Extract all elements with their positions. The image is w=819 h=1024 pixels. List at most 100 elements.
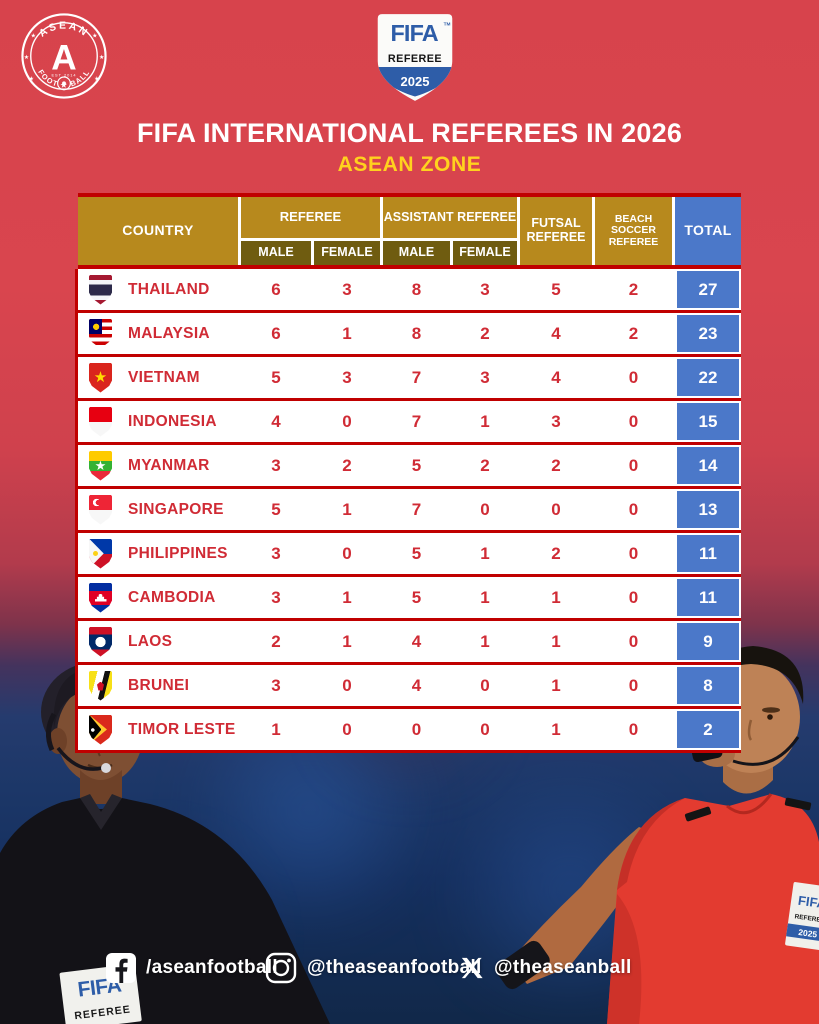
table-row-philippines: PHILIPPINES 3 0 5 1 2 0 11 <box>78 533 741 577</box>
beach-soccer-value: 0 <box>628 455 639 475</box>
futsal-value: 4 <box>551 367 561 387</box>
column-header-futsal-referee: FUTSAL REFEREE <box>520 197 592 265</box>
country-name: TIMOR LESTE <box>128 720 236 738</box>
beach-soccer-value: 0 <box>628 543 639 563</box>
column-header-country: COUNTRY <box>78 197 238 265</box>
star-icon: ★ <box>92 32 97 39</box>
beach-soccer-value: 0 <box>628 675 639 695</box>
referee-female-value: 0 <box>342 411 352 431</box>
social-footer: /aseanfootball @theaseanfootball @thease… <box>0 952 819 988</box>
table-row-cambodia: CAMBODIA 3 1 5 1 1 0 11 <box>78 577 741 621</box>
referee-photo-right: FIFA REFEREE 2025 <box>496 646 819 1024</box>
country-name: LAOS <box>128 632 173 650</box>
singapore-flag-icon <box>87 492 114 527</box>
instagram-handle: @theaseanfootball <box>265 952 482 984</box>
assistant-female-value: 3 <box>480 367 490 387</box>
country-name: MALAYSIA <box>128 324 210 342</box>
fifa-badge-year: 2025 <box>401 74 430 89</box>
philippines-flag-icon <box>87 536 114 571</box>
referee-male-value: 3 <box>271 587 281 607</box>
table-row-brunei: BRUNEI 3 0 4 0 1 0 8 <box>78 665 741 709</box>
assistant-female-value: 1 <box>480 587 490 607</box>
referee-male-value: 4 <box>271 411 281 431</box>
table-top-border <box>78 193 741 197</box>
table-row-indonesia: INDONESIA 4 0 7 1 3 0 15 <box>78 401 741 445</box>
instagram-icon <box>265 952 297 984</box>
assistant-male-value: 5 <box>411 587 422 607</box>
malaysia-flag-icon <box>87 316 114 351</box>
referee-female-value: 1 <box>342 631 352 651</box>
column-header-beach-soccer-referee: BEACH SOCCER REFEREE <box>595 197 672 265</box>
asean-logo-letter: A <box>51 39 76 78</box>
referees-table: COUNTRY REFEREE ASSISTANT REFEREE FUTSAL… <box>75 193 741 753</box>
assistant-female-value: 1 <box>480 543 490 563</box>
column-header-referee: REFEREE <box>241 197 380 238</box>
indonesia-flag-icon <box>87 404 114 439</box>
country-name: BRUNEI <box>128 676 190 694</box>
country-name: PHILIPPINES <box>128 544 228 562</box>
asean-logo-top-text: ASEAN <box>37 21 88 40</box>
thailand-flag-icon <box>87 272 114 307</box>
facebook-handle: /aseanfootball <box>106 952 278 984</box>
table-row-myanmar: MYANMAR 3 2 5 2 2 0 14 <box>78 445 741 489</box>
table-row-malaysia: MALAYSIA 6 1 8 2 4 2 23 <box>78 313 741 357</box>
beach-soccer-value: 0 <box>628 631 639 651</box>
assistant-male-value: 8 <box>411 323 422 343</box>
total-value: 22 <box>675 357 741 398</box>
beach-soccer-value: 2 <box>628 323 639 343</box>
football-icon <box>57 76 71 91</box>
column-header-assistant-referee: ASSISTANT REFEREE <box>383 197 517 238</box>
futsal-value: 0 <box>551 499 561 519</box>
total-value: 8 <box>675 665 741 706</box>
referee-male-value: 1 <box>271 719 281 739</box>
total-value: 14 <box>675 445 741 486</box>
referee-female-value: 0 <box>342 719 352 739</box>
referee-male-value: 3 <box>271 543 281 563</box>
vietnam-flag-icon <box>87 360 114 395</box>
assistant-male-value: 7 <box>411 367 422 387</box>
referee-female-value: 1 <box>342 587 352 607</box>
country-name: SINGAPORE <box>128 500 224 518</box>
referee-male-value: 6 <box>271 323 281 343</box>
country-name: MYANMAR <box>128 456 210 474</box>
table-row-singapore: SINGAPORE 5 1 7 0 0 0 13 <box>78 489 741 533</box>
futsal-value: 5 <box>551 279 561 299</box>
assistant-male-value: 5 <box>411 455 422 475</box>
assistant-female-value: 2 <box>480 455 490 475</box>
beach-soccer-value: 0 <box>628 499 639 519</box>
total-value: 23 <box>675 313 741 354</box>
referee-male-value: 3 <box>271 455 281 475</box>
beach-soccer-value: 2 <box>628 279 639 299</box>
x-handle: @theaseanball <box>460 952 632 984</box>
futsal-value: 2 <box>551 543 561 563</box>
star-icon: ★ <box>31 32 36 39</box>
fifa-badge-role: REFEREE <box>388 53 442 65</box>
assistant-female-value: 2 <box>480 323 490 343</box>
referee-female-value: 1 <box>342 323 352 343</box>
table-row-vietnam: VIETNAM 5 3 7 3 4 0 22 <box>78 357 741 401</box>
assistant-male-value: 4 <box>411 675 422 695</box>
asean-logo-est: EST 2014 <box>51 73 76 78</box>
table-body: THAILAND 6 3 8 3 5 2 27 MALAYSIA 6 1 8 2… <box>75 269 741 753</box>
total-value: 11 <box>675 533 741 574</box>
table-row-thailand: THAILAND 6 3 8 3 5 2 27 <box>78 269 741 313</box>
cambodia-flag-icon <box>87 580 114 615</box>
assistant-female-value: 0 <box>480 675 490 695</box>
fifa-badge-brand: FIFA <box>391 20 439 46</box>
country-name: VIETNAM <box>128 368 200 386</box>
referee-female-value: 0 <box>342 543 352 563</box>
star-icon: ★ <box>24 54 29 61</box>
badge-referee-text: REFEREE <box>794 913 819 924</box>
referee-male-value: 5 <box>271 499 281 519</box>
beach-soccer-value: 0 <box>628 411 639 431</box>
assistant-female-value: 3 <box>480 279 490 299</box>
badge-fifa-text: FIFA <box>797 893 819 912</box>
referee-male-value: 6 <box>271 279 281 299</box>
star-icon: ★ <box>94 75 99 82</box>
referee-male-value: 5 <box>271 367 281 387</box>
futsal-value: 1 <box>551 675 561 695</box>
assistant-female-value: 1 <box>480 411 490 431</box>
beach-soccer-value: 0 <box>628 587 639 607</box>
subheader-referee-female: FEMALE <box>314 241 380 265</box>
assistant-male-value: 7 <box>411 411 422 431</box>
